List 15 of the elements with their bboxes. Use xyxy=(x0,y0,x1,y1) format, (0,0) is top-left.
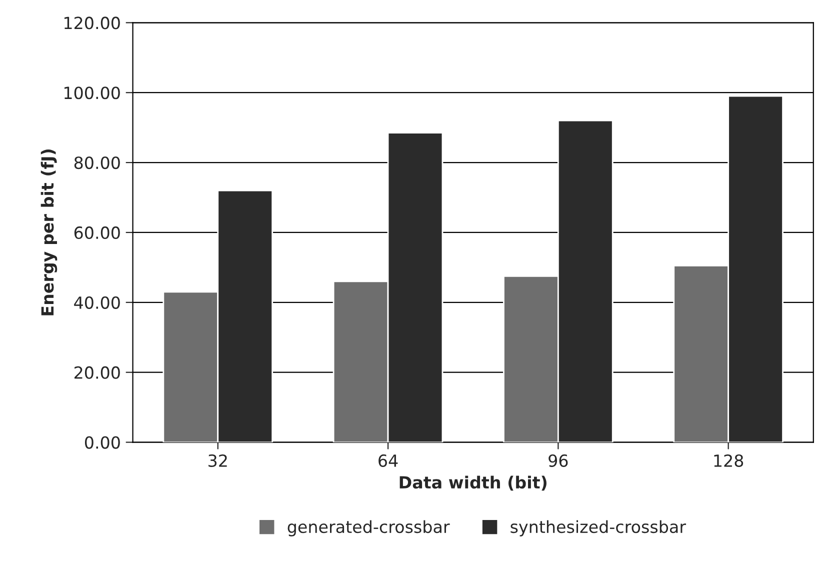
y-tick-label: 80.00 xyxy=(74,156,120,170)
y-tick-label: 20.00 xyxy=(74,366,120,379)
legend-label: synthesized-crossbar xyxy=(510,520,686,536)
x-tick-label: 128 xyxy=(714,454,744,467)
x-tick-label: 32 xyxy=(208,454,227,467)
y-tick-label: 60.00 xyxy=(74,226,120,240)
y-tick-label: 0.00 xyxy=(84,436,120,449)
y-axis-title: Energy per bit (fJ) xyxy=(40,150,58,316)
x-tick-label: 96 xyxy=(548,454,568,467)
legend-label: generated-crossbar xyxy=(288,520,450,536)
y-tick-label: 100.00 xyxy=(64,86,120,100)
y-tick-label: 120.00 xyxy=(64,16,120,30)
y-tick-label: 40.00 xyxy=(74,296,120,309)
x-axis-title: Data width (bit) xyxy=(400,476,546,491)
x-tick-label: 64 xyxy=(378,454,398,467)
